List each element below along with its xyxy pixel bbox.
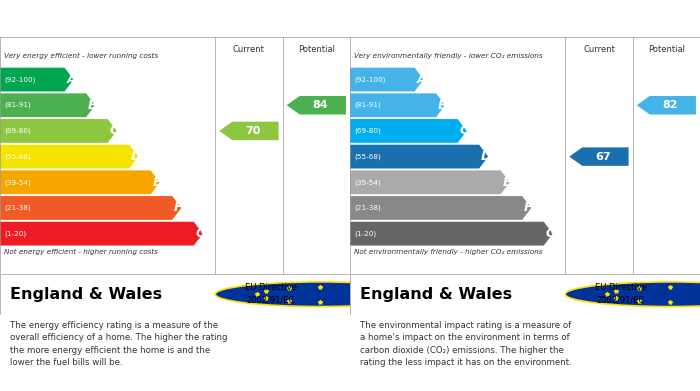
Text: D: D [131, 150, 141, 163]
Text: (55-68): (55-68) [4, 153, 31, 160]
Text: F: F [174, 201, 183, 215]
Text: E: E [503, 176, 511, 189]
Text: A: A [416, 73, 426, 86]
Polygon shape [0, 222, 203, 246]
Text: (81-91): (81-91) [354, 102, 381, 108]
Text: Current: Current [583, 45, 615, 54]
Text: EU Directive
2002/91/EC: EU Directive 2002/91/EC [245, 283, 297, 305]
Text: (69-80): (69-80) [354, 128, 381, 134]
Polygon shape [0, 68, 74, 91]
Text: (81-91): (81-91) [4, 102, 31, 108]
Text: 84: 84 [312, 100, 328, 110]
Polygon shape [287, 96, 346, 115]
Polygon shape [350, 196, 531, 220]
Text: Not energy efficient - higher running costs: Not energy efficient - higher running co… [4, 249, 158, 255]
Text: Environmental Impact (CO₂) Rating: Environmental Impact (CO₂) Rating [360, 12, 622, 25]
Polygon shape [0, 170, 160, 194]
Circle shape [566, 282, 700, 307]
Polygon shape [0, 196, 181, 220]
Text: C: C [109, 124, 118, 137]
Polygon shape [0, 145, 139, 169]
Text: (39-54): (39-54) [4, 179, 31, 186]
Text: Potential: Potential [648, 45, 685, 54]
Text: Very environmentally friendly - lower CO₂ emissions: Very environmentally friendly - lower CO… [354, 52, 542, 59]
Text: Very energy efficient - lower running costs: Very energy efficient - lower running co… [4, 52, 158, 59]
Text: 82: 82 [662, 100, 678, 110]
Text: (21-38): (21-38) [354, 205, 381, 211]
Text: G: G [545, 227, 556, 240]
Text: The environmental impact rating is a measure of
a home's impact on the environme: The environmental impact rating is a mea… [360, 321, 573, 368]
Polygon shape [569, 147, 629, 166]
Text: 70: 70 [245, 126, 260, 136]
Text: F: F [524, 201, 533, 215]
Polygon shape [350, 119, 467, 143]
Text: EU Directive
2002/91/EC: EU Directive 2002/91/EC [595, 283, 647, 305]
Text: B: B [438, 99, 447, 112]
Polygon shape [350, 145, 489, 169]
Text: 67: 67 [595, 152, 610, 161]
Text: C: C [459, 124, 468, 137]
Text: (21-38): (21-38) [4, 205, 31, 211]
Text: Energy Efficiency Rating: Energy Efficiency Rating [10, 12, 193, 25]
Text: Potential: Potential [298, 45, 335, 54]
Text: (39-54): (39-54) [354, 179, 381, 186]
Text: B: B [88, 99, 97, 112]
Polygon shape [0, 119, 117, 143]
Text: (55-68): (55-68) [354, 153, 381, 160]
Polygon shape [0, 93, 95, 117]
Polygon shape [219, 122, 279, 140]
Polygon shape [350, 93, 445, 117]
Text: (69-80): (69-80) [4, 128, 31, 134]
Text: England & Wales: England & Wales [10, 287, 162, 302]
Text: A: A [66, 73, 76, 86]
Text: E: E [153, 176, 161, 189]
Text: (92-100): (92-100) [354, 76, 386, 83]
Polygon shape [350, 222, 553, 246]
Text: (1-20): (1-20) [4, 230, 27, 237]
Polygon shape [637, 96, 696, 115]
Text: D: D [481, 150, 491, 163]
Circle shape [216, 282, 426, 307]
Text: England & Wales: England & Wales [360, 287, 512, 302]
Text: Current: Current [233, 45, 265, 54]
Polygon shape [350, 68, 424, 91]
Text: (92-100): (92-100) [4, 76, 36, 83]
Polygon shape [350, 170, 510, 194]
Text: The energy efficiency rating is a measure of the
overall efficiency of a home. T: The energy efficiency rating is a measur… [10, 321, 228, 368]
Text: G: G [195, 227, 206, 240]
Text: Not environmentally friendly - higher CO₂ emissions: Not environmentally friendly - higher CO… [354, 249, 542, 255]
Text: (1-20): (1-20) [354, 230, 377, 237]
